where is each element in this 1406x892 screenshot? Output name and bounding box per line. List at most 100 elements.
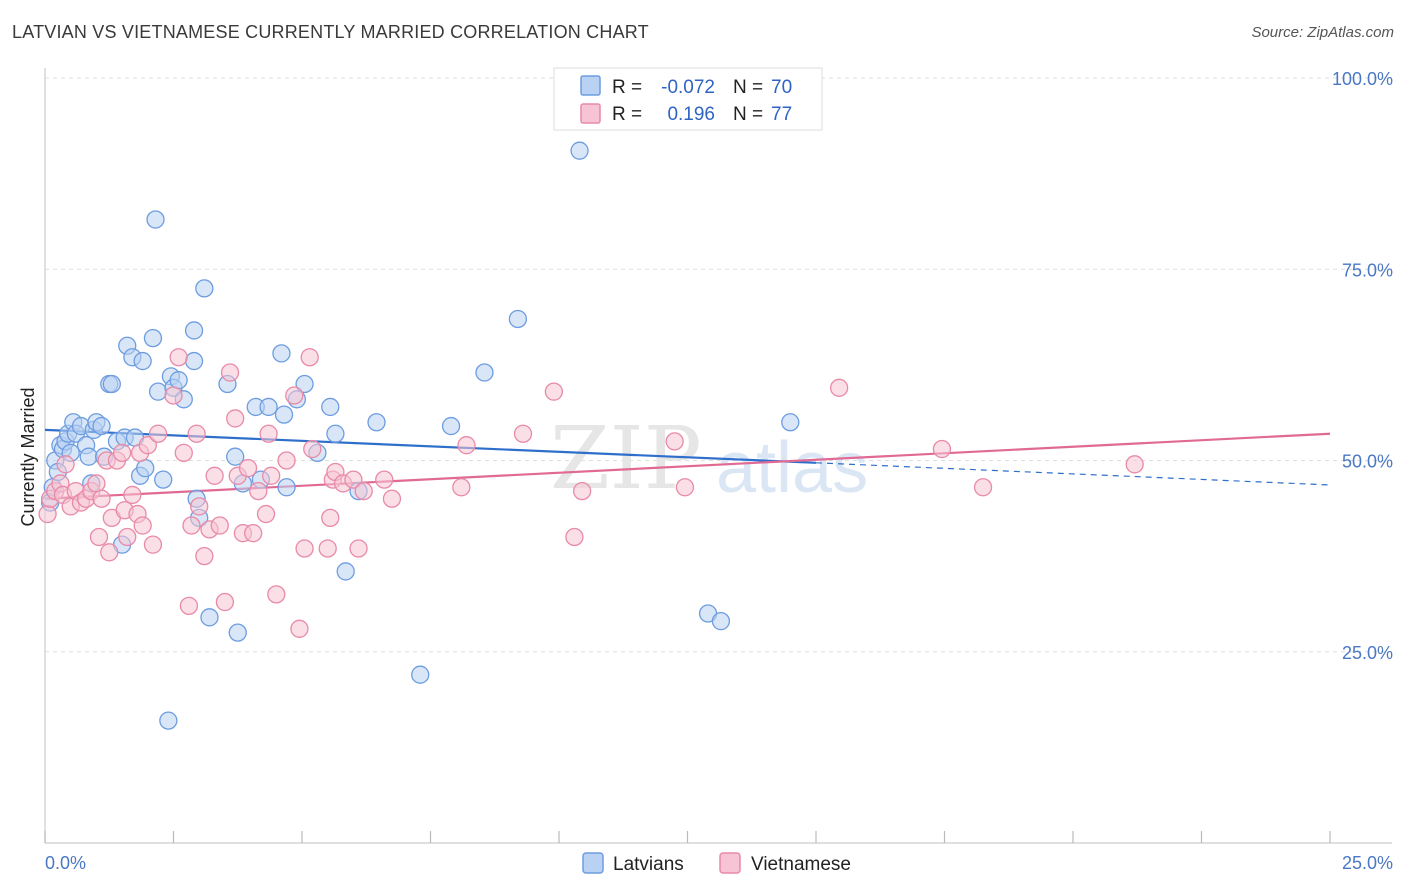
latvians-point-62	[367, 413, 386, 432]
vietnamese-point-26	[143, 535, 163, 554]
vietnamese-point-24	[133, 516, 152, 535]
legend-n-label-latvians: N =	[733, 77, 763, 98]
vietnamese-point-58	[321, 508, 340, 528]
vietnamese-point-33	[187, 424, 206, 443]
vietnamese-point-38	[210, 516, 229, 535]
vietnamese-point-52	[285, 386, 304, 405]
chart-title: LATVIAN VS VIETNAMESE CURRENTLY MARRIED …	[12, 22, 649, 42]
trend-line-latvians-extension	[815, 462, 1331, 486]
latvians-point-37	[169, 371, 188, 390]
vietnamese-point-62	[344, 470, 363, 489]
x-tick-label-0: 0.0%	[45, 853, 86, 873]
vietnamese-point-51	[277, 451, 296, 470]
vietnamese-point-29	[169, 348, 188, 367]
latvians-point-56	[295, 374, 314, 394]
vietnamese-point-21	[123, 485, 142, 505]
vietnamese-point-57	[318, 539, 337, 558]
watermark-atlas: atlas	[716, 428, 868, 508]
latvians-point-60	[336, 562, 355, 581]
legend-r-value-latvians: -0.072	[661, 77, 715, 98]
legend-r-value-vietnamese: 0.196	[667, 104, 715, 125]
latvians-point-58	[321, 397, 340, 417]
vietnamese-point-68	[457, 436, 476, 455]
vietnamese-point-40	[220, 363, 240, 382]
x-tick-labels: 0.0% 25.0%	[45, 853, 1393, 873]
y-tick-labels: 25.0% 50.0% 75.0% 100.0%	[1332, 69, 1393, 663]
latvians-point-66	[508, 309, 528, 329]
vietnamese-point-53	[290, 619, 309, 638]
latvians-point-31	[146, 210, 165, 229]
vietnamese-point-12	[89, 527, 109, 547]
vietnamese-point-27	[148, 424, 168, 443]
trend-line-latvians	[44, 428, 817, 464]
vietnamese-point-34	[190, 497, 209, 516]
vietnamese-point-28	[164, 386, 183, 405]
bottom-legend-swatch-latvians	[582, 852, 604, 874]
latvians-point-17	[92, 416, 111, 436]
y-tick-label-1: 50.0%	[1342, 452, 1393, 472]
latvians-point-63	[411, 665, 430, 684]
latvians-point-13	[79, 447, 98, 466]
latvians-point-64	[441, 416, 461, 436]
bottom-legend-label-vietnamese: Vietnamese	[751, 854, 851, 875]
vietnamese-point-74	[675, 478, 695, 497]
vietnamese-point-44	[238, 458, 258, 478]
latvians-point-51	[259, 397, 278, 417]
vietnamese-point-76	[932, 439, 952, 459]
bottom-legend-swatch-vietnamese	[719, 852, 741, 874]
vietnamese-point-11	[87, 474, 106, 493]
vietnamese-point-72	[572, 481, 592, 501]
vietnamese-point-56	[303, 439, 322, 459]
vietnamese-point-50	[267, 585, 286, 604]
y-tick-label-2: 75.0%	[1342, 260, 1393, 280]
axes	[44, 68, 1392, 844]
vietnamese-point-65	[375, 470, 394, 489]
series-legend: Latvians Vietnamese	[582, 852, 851, 875]
vietnamese-point-54	[295, 539, 314, 558]
vietnamese-point-64	[354, 481, 373, 501]
latvians-point-67	[570, 141, 589, 160]
correlation-legend: R = -0.072 N = 70 R = 0.196 N = 77	[553, 67, 823, 131]
vietnamese-point-63	[349, 539, 368, 558]
vietnamese-point-46	[249, 481, 268, 501]
x-tick-label-1: 25.0%	[1342, 853, 1393, 873]
vietnamese-point-32	[182, 516, 201, 535]
latvians-point-32	[148, 382, 168, 401]
bottom-legend-label-latvians: Latvians	[613, 854, 684, 875]
legend-n-label-vietnamese: N =	[733, 104, 763, 125]
vietnamese-point-49	[262, 466, 281, 485]
latvians-point-65	[475, 363, 494, 382]
legend-swatch-latvians	[580, 75, 601, 96]
vietnamese-point-75	[829, 378, 849, 397]
vietnamese-point-70	[544, 382, 564, 401]
latvians-point-69	[711, 612, 731, 631]
latvians-point-43	[195, 279, 214, 298]
vietnamese-point-48	[259, 424, 278, 443]
vietnamese-point-39	[215, 592, 235, 612]
vietnamese-point-30	[174, 443, 193, 463]
vietnamese-point-0	[38, 504, 57, 524]
vietnamese-point-31	[179, 596, 199, 615]
latvians-point-40	[184, 351, 204, 371]
vietnamese-point-41	[226, 409, 245, 428]
latvians-point-53	[274, 405, 294, 424]
latvians-point-46	[226, 447, 245, 466]
vietnamese-point-45	[244, 524, 263, 543]
vietnamese-point-77	[973, 478, 993, 497]
vietnamese-point-66	[382, 489, 402, 508]
latvians-point-34	[159, 711, 178, 730]
vietnamese-point-13	[92, 489, 111, 508]
series-vietnamese-points	[38, 348, 1144, 638]
vietnamese-point-73	[665, 432, 684, 451]
latvians-point-29	[136, 458, 155, 478]
latvians-point-44	[200, 608, 219, 627]
latvians-point-59	[326, 424, 345, 443]
vietnamese-point-37	[205, 466, 224, 485]
latvians-point-70	[781, 413, 800, 432]
y-tick-label-3: 100.0%	[1332, 69, 1393, 89]
latvians-point-54	[277, 478, 296, 497]
latvians-point-52	[272, 344, 291, 363]
vietnamese-point-67	[452, 478, 471, 497]
source-credit: Source: ZipAtlas.com	[1251, 24, 1394, 41]
